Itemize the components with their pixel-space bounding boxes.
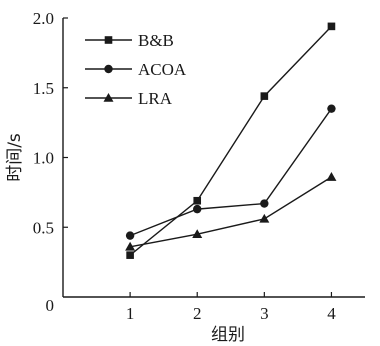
series-line-b-b [129, 25, 332, 256]
x-tick-label: 1 [126, 304, 135, 323]
x-axis-label: 组别 [211, 325, 245, 345]
data-point-acoa [125, 231, 135, 240]
series-group [125, 22, 337, 259]
series-acoa [125, 104, 336, 240]
legend-label: LRA [138, 89, 173, 108]
y-tick-label: 1.0 [33, 149, 54, 168]
axes [62, 18, 365, 298]
data-point-acoa [327, 104, 336, 113]
legend-item-b-b: B&B [85, 31, 174, 50]
data-point-lra [125, 241, 136, 251]
y-tick-label: 1.5 [33, 79, 54, 98]
legend-marker [104, 36, 113, 44]
data-point-b-b [327, 22, 336, 31]
x-tick-label: 3 [260, 304, 269, 323]
ticks: 0 0.5 1.0 1.5 2.0 1 2 3 4 [33, 9, 336, 323]
data-point-b-b [260, 92, 269, 100]
data-point-b-b [193, 196, 202, 205]
y-tick-label: 0 [46, 296, 55, 315]
series-line-lra [129, 176, 332, 248]
legend-item-acoa: ACOA [85, 60, 187, 79]
legend: B&B ACOA LRA [85, 31, 187, 108]
series-lra [125, 172, 337, 251]
y-tick-label: 2.0 [33, 9, 54, 28]
y-axis-label: 时间/s [5, 133, 25, 182]
data-point-lra [192, 229, 203, 239]
x-tick-label: 2 [193, 304, 202, 323]
legend-item-lra: LRA [85, 89, 173, 108]
legend-marker [104, 64, 113, 74]
legend-marker [103, 93, 114, 102]
legend-label: ACOA [138, 60, 187, 79]
data-point-lra [326, 172, 337, 181]
data-point-acoa [260, 199, 269, 208]
data-point-b-b [126, 251, 134, 259]
series-line-acoa [129, 108, 333, 237]
data-point-acoa [193, 204, 202, 214]
y-tick-label: 0.5 [33, 218, 54, 237]
series-b-b [126, 22, 336, 259]
data-point-lra [259, 213, 270, 223]
legend-label: B&B [138, 31, 174, 50]
x-tick-label: 4 [327, 304, 336, 323]
